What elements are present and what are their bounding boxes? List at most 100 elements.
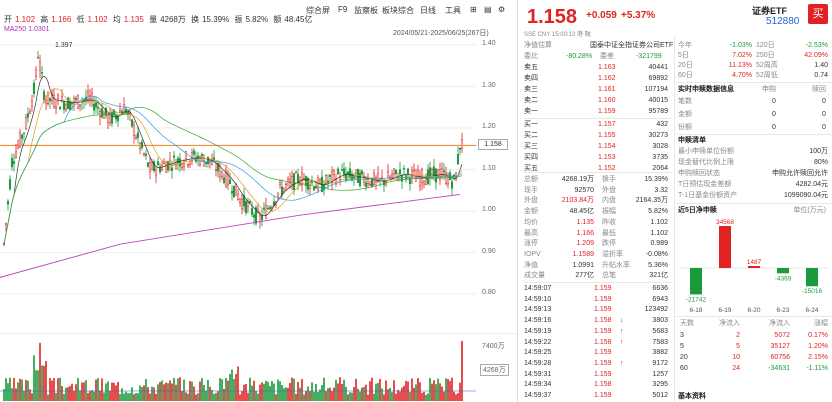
tab-tools[interactable]: 工具 xyxy=(445,6,461,15)
flow-table-cell: 0.17% xyxy=(808,332,828,339)
volume-bar xyxy=(205,390,207,401)
tick-volume: 1257 xyxy=(652,370,668,378)
price-axis-label: 1.00 xyxy=(482,206,496,213)
volume-bar xyxy=(431,383,433,401)
volume-canvas[interactable] xyxy=(0,333,518,402)
buy-button[interactable]: 买 xyxy=(808,4,828,24)
volume-bar xyxy=(179,377,181,401)
tab-f9[interactable]: F9 xyxy=(338,5,348,14)
subscribe-value: 申购允许赎回允许 xyxy=(772,170,828,177)
volume-bar xyxy=(407,381,409,401)
candle-body xyxy=(406,168,410,174)
flow-bar-label: -21742 xyxy=(686,296,707,303)
stat-label: 总额 xyxy=(524,176,538,183)
volume-bar xyxy=(75,384,77,401)
candle-body xyxy=(178,158,182,167)
candle-body xyxy=(38,61,42,71)
stat-value: 1.102 xyxy=(650,229,668,237)
candle-body xyxy=(8,179,12,190)
volume-bar xyxy=(327,388,329,401)
candle-body xyxy=(376,173,380,183)
candle-body xyxy=(390,174,394,178)
tick-volume: 6943 xyxy=(652,295,668,303)
flow-bar-label: -15016 xyxy=(802,288,823,295)
candle-body xyxy=(402,168,406,170)
flow-bar xyxy=(777,268,789,274)
candle-body xyxy=(94,102,98,108)
candle-body xyxy=(6,200,10,205)
flow-category-label: 6-20 xyxy=(747,307,760,314)
current-price-tag: 1.158 xyxy=(478,139,508,150)
candle-body xyxy=(26,113,30,118)
volume-bar xyxy=(451,377,453,401)
volume-bar xyxy=(13,377,15,401)
volume-bar xyxy=(207,379,209,401)
candle-body xyxy=(32,82,36,94)
volume-bar xyxy=(419,382,421,401)
volume-bar xyxy=(101,378,103,401)
candle-body xyxy=(332,170,336,175)
candle-body xyxy=(10,158,14,168)
candle-body xyxy=(134,136,138,139)
price-change: +0.059 xyxy=(586,10,617,21)
volume-bar xyxy=(93,391,95,401)
volume-bar xyxy=(33,355,35,401)
flow-category-label: 6-18 xyxy=(689,307,702,314)
stat-label: 最低 xyxy=(602,229,616,237)
kline-canvas[interactable] xyxy=(0,38,518,330)
settings-icon[interactable]: ⚙ xyxy=(498,5,506,14)
kline-chart-panel[interactable]: 综合屏 F9 监察板 板块综合 日线 工具 ⊞ ▤ ⚙ 开 1.102 高 1.16… xyxy=(0,0,518,402)
volume-bar xyxy=(77,377,79,401)
volume-bar xyxy=(391,392,393,401)
tab-monitor[interactable]: 监察板 xyxy=(354,6,378,15)
candle-body xyxy=(324,175,328,184)
candle-body xyxy=(442,170,446,173)
candle-body xyxy=(394,169,398,174)
flow-table-cell: 60756 xyxy=(770,354,790,361)
tick-volume: 5012 xyxy=(652,392,668,399)
volume-bar xyxy=(29,389,31,401)
candle-body xyxy=(264,205,268,219)
volume-bar xyxy=(171,383,173,401)
tick-volume: 3803 xyxy=(652,317,668,325)
candle-body xyxy=(36,56,40,59)
candle-body xyxy=(40,72,44,74)
volume-bar xyxy=(45,361,47,401)
price-axis-label: 1.20 xyxy=(482,123,496,130)
realtime-row-label: 金额 xyxy=(678,111,692,118)
candle-body xyxy=(444,172,448,185)
grid-icon[interactable]: ⊞ xyxy=(470,5,477,14)
volume-bar xyxy=(71,383,73,401)
volume-bar xyxy=(103,392,105,401)
volume-bar xyxy=(289,382,291,401)
tab-overview[interactable]: 综合屏 xyxy=(306,6,330,15)
volume-bar xyxy=(165,382,167,401)
candle-body xyxy=(240,199,244,209)
volume-bar xyxy=(139,385,141,401)
layout-icon[interactable]: ▤ xyxy=(484,5,492,14)
candle-body xyxy=(430,169,434,175)
stat-label: 净值 xyxy=(524,261,538,269)
price-axis-label: 0.80 xyxy=(482,289,496,296)
volume-bar xyxy=(17,382,19,401)
stat-label: 均价 xyxy=(524,218,538,226)
subscribe-value: 1099090.04元 xyxy=(784,192,828,199)
bid-volume: 30273 xyxy=(648,132,668,139)
candle-body xyxy=(42,91,46,101)
flow-category-label: 6-24 xyxy=(805,307,818,314)
tab-daily[interactable]: 日线 xyxy=(420,6,436,15)
volume-bar xyxy=(413,387,415,401)
candle-body xyxy=(142,153,146,155)
orderbook-divider xyxy=(524,282,672,283)
ma250-line xyxy=(0,193,461,278)
candle-body xyxy=(34,69,38,77)
last-price: 1.158 xyxy=(527,6,578,28)
candle-body xyxy=(272,201,276,206)
volume-bar xyxy=(117,382,119,401)
candle-body xyxy=(310,181,314,183)
candle-body xyxy=(222,177,226,183)
volume-bar xyxy=(387,389,389,401)
tab-sector[interactable]: 板块综合 xyxy=(382,6,414,15)
price-axis-label: 1.10 xyxy=(482,165,496,172)
candle-body xyxy=(28,111,32,114)
